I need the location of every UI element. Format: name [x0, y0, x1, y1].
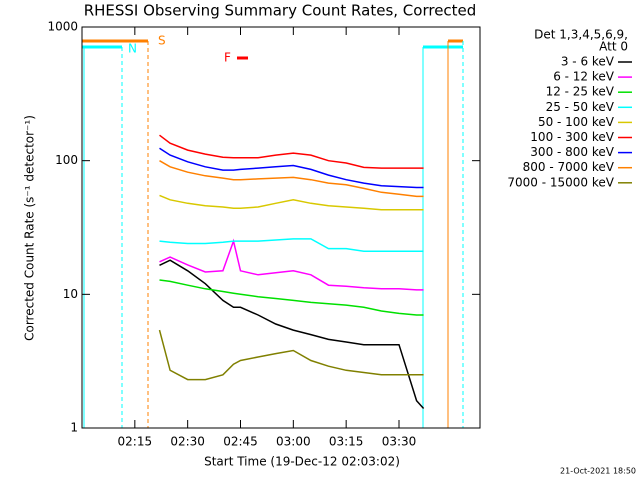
series-line — [159, 147, 424, 189]
legend-label: 100 - 300 keV — [530, 130, 614, 144]
plot-frame — [81, 26, 481, 429]
annotation: S — [158, 34, 166, 48]
series-line — [159, 160, 424, 198]
x-tick-label: 02:15 — [118, 435, 153, 449]
x-tick-label: 03:00 — [276, 435, 311, 449]
annotation: F — [224, 51, 231, 65]
series-line — [159, 279, 424, 316]
legend-label: 3 - 6 keV — [561, 55, 615, 69]
legend-label: 6 - 12 keV — [553, 70, 615, 84]
x-axis-label: Start Time (19-Dec-12 02:03:02) — [204, 455, 400, 469]
legend-title: Det 1,3,4,5,6,9, — [534, 28, 628, 42]
legend-title: Att 0 — [599, 40, 628, 54]
series-line — [158, 329, 424, 381]
series-line — [159, 194, 424, 211]
legend-label: 7000 - 15000 keV — [507, 175, 614, 189]
legend-label: 50 - 100 keV — [538, 115, 615, 129]
x-tick-label: 02:30 — [170, 435, 205, 449]
y-tick-label: 1 — [70, 421, 78, 435]
legend-label: 12 - 25 keV — [546, 85, 615, 99]
y-axis-label: Corrected Count Rate (s⁻¹ detector⁻¹) — [23, 115, 37, 341]
legend-label: 25 - 50 keV — [546, 100, 615, 114]
x-tick-label: 03:15 — [329, 435, 364, 449]
chart-title: RHESSI Observing Summary Count Rates, Co… — [84, 2, 477, 20]
x-tick-label: 03:30 — [382, 435, 417, 449]
series-line — [159, 134, 424, 169]
y-tick-label: 10 — [63, 287, 78, 301]
legend-label: 300 - 800 keV — [530, 145, 614, 159]
series-line — [159, 238, 424, 291]
series-line — [159, 238, 424, 253]
y-tick-label: 1000 — [47, 20, 78, 34]
footer: 21-Oct-2021 18:50 — [560, 467, 636, 476]
x-tick-label: 02:45 — [223, 435, 258, 449]
y-tick-label: 100 — [55, 153, 78, 167]
annotation: N — [128, 42, 137, 56]
series-line — [159, 259, 425, 410]
legend-label: 800 - 7000 keV — [523, 160, 615, 174]
